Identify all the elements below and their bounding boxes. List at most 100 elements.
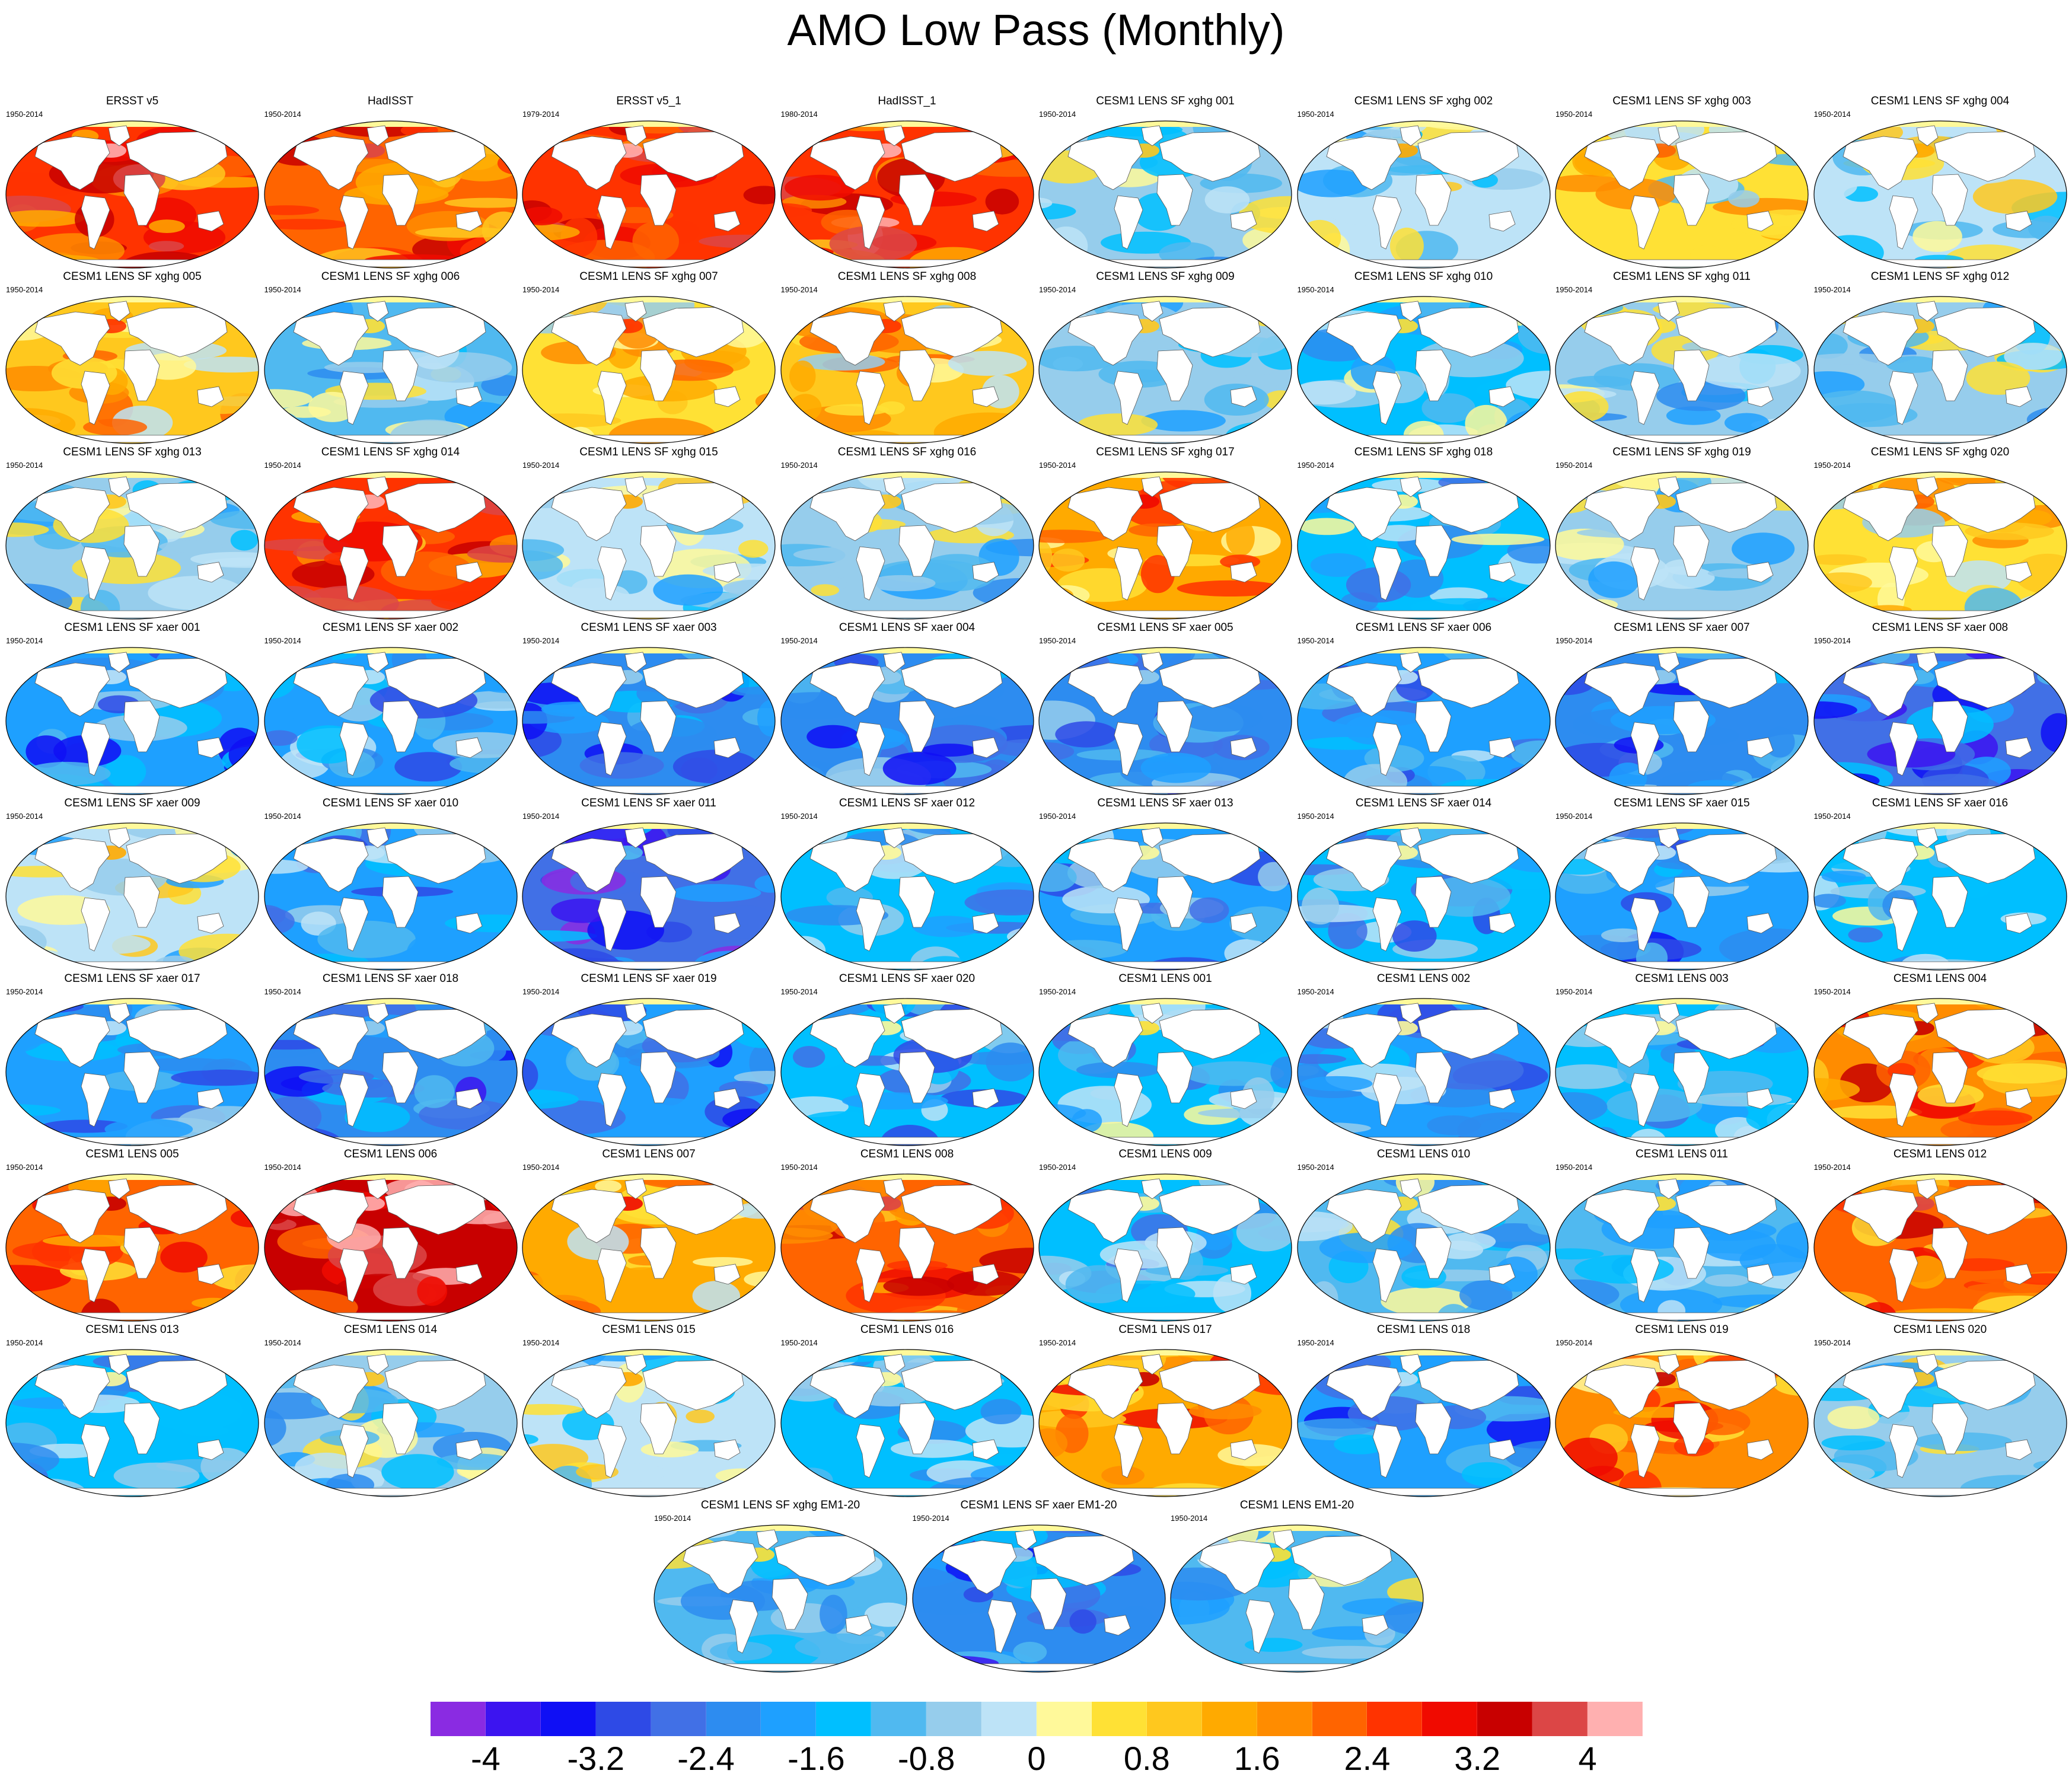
land-africa — [640, 525, 677, 577]
sst-anomaly-cell — [264, 205, 319, 215]
land-north-america — [1326, 838, 1401, 892]
land-australia — [1362, 1615, 1389, 1636]
sst-anomaly-cell — [1752, 879, 1808, 911]
polar-fringe — [1813, 1350, 2067, 1355]
sst-map — [263, 647, 518, 795]
land-australia — [455, 562, 482, 583]
land-south-america — [856, 1248, 885, 1303]
sst-anomaly-cell — [882, 752, 956, 785]
land-greenland — [624, 301, 647, 322]
land-australia — [2005, 1088, 2032, 1109]
panel-title: CESM1 LENS SF xghg 010 — [1354, 270, 1493, 283]
panel-period: 1950-2014 — [1297, 1163, 1334, 1172]
sst-anomaly-cell — [1451, 533, 1544, 546]
polar-fringe — [264, 999, 517, 1004]
sst-map — [1296, 647, 1551, 795]
sst-map — [522, 647, 776, 795]
panel-title: CESM1 LENS 010 — [1376, 1148, 1471, 1160]
land-africa — [1156, 1402, 1193, 1454]
land-australia — [1746, 562, 1774, 583]
land-south-america — [597, 546, 627, 601]
land-africa — [1415, 1051, 1451, 1103]
sst-map — [1555, 647, 1809, 795]
panel-title: CESM1 LENS SF xaer 017 — [64, 972, 200, 985]
land-south-america — [1889, 722, 1918, 776]
land-south-america — [339, 195, 368, 250]
sst-anomaly-cell — [1076, 1061, 1161, 1079]
colorbar-box — [761, 1702, 817, 1736]
land-north-america — [34, 136, 110, 190]
sst-anomaly-cell — [522, 1058, 538, 1093]
sst-anomaly-cell — [632, 221, 679, 261]
land-greenland — [108, 827, 130, 848]
sst-anomaly-cell — [1337, 1667, 1367, 1672]
sst-anomaly-cell — [1728, 190, 1759, 208]
sst-anomaly-cell — [149, 219, 185, 233]
sst-anomaly-cell — [6, 1484, 33, 1495]
panel-title: CESM1 LENS SF xghg 014 — [321, 446, 460, 458]
map-panel: CESM1 LENS SF xghg 009 1950-2014 — [1037, 270, 1293, 446]
sst-map — [5, 120, 259, 269]
sst-anomaly-cell — [980, 472, 1024, 479]
polar-fringe — [1039, 1350, 1292, 1355]
polar-fringe — [1555, 1350, 1808, 1355]
land-north-america — [1067, 1189, 1143, 1243]
sst-anomaly-cell — [1813, 170, 1857, 203]
sst-map — [1038, 1349, 1292, 1497]
panel-period: 1950-2014 — [522, 1338, 560, 1347]
land-greenland — [1400, 652, 1421, 673]
map-border — [1555, 120, 1809, 269]
panel-period: 1950-2014 — [6, 110, 43, 119]
land-africa — [640, 1227, 677, 1279]
sst-anomaly-cell — [686, 1409, 715, 1424]
land-south-america — [1889, 195, 1918, 250]
sst-anomaly-cell — [1297, 381, 1356, 405]
sst-anomaly-cell — [522, 1403, 583, 1415]
map-border — [1038, 1349, 1292, 1497]
panel-period: 1950-2014 — [264, 636, 301, 645]
land-greenland — [1657, 125, 1680, 146]
land-africa — [898, 174, 935, 226]
sst-map — [522, 1349, 776, 1497]
sst-anomaly-cell — [1224, 939, 1271, 968]
land-australia — [197, 1439, 224, 1460]
sst-anomaly-cell — [522, 823, 581, 833]
land-australia — [713, 562, 741, 583]
panel-period: 1950-2014 — [264, 1338, 301, 1347]
land-north-america — [941, 1540, 1016, 1594]
polar-fringe — [780, 296, 1034, 302]
sst-anomaly-cell — [1469, 296, 1538, 304]
sst-map — [5, 822, 259, 971]
land-australia — [1230, 1439, 1257, 1460]
land-greenland — [1141, 652, 1163, 673]
map-border — [1813, 1173, 2067, 1322]
sst-anomaly-cell — [2035, 1482, 2067, 1497]
panel-period: 1950-2014 — [1555, 812, 1593, 821]
land-africa — [898, 349, 935, 401]
map-panel: CESM1 LENS 009 1950-2014 — [1037, 1148, 1293, 1323]
land-south-america — [856, 546, 885, 601]
map-panel: CESM1 LENS SF xghg 017 1950-2014 — [1037, 446, 1293, 621]
map-border — [1038, 120, 1292, 269]
sst-anomaly-cell — [1813, 554, 1867, 565]
sst-anomaly-cell — [784, 174, 856, 201]
land-greenland — [1916, 1354, 1938, 1375]
sst-anomaly-cell — [810, 584, 839, 596]
panel-title: CESM1 LENS SF xghg 017 — [1096, 446, 1235, 458]
sst-map — [1813, 1349, 2067, 1497]
land-greenland — [1657, 1178, 1680, 1200]
sst-anomaly-cell — [204, 959, 259, 970]
panel-title: CESM1 LENS SF xghg 006 — [321, 270, 460, 283]
land-north-america — [551, 838, 627, 892]
land-africa — [1415, 349, 1451, 401]
sst-anomaly-cell — [1555, 1092, 1608, 1122]
polar-fringe — [522, 647, 775, 653]
sst-anomaly-cell — [225, 835, 259, 846]
land-africa — [1156, 349, 1193, 401]
land-australia — [455, 1088, 482, 1109]
sst-anomaly-cell — [985, 1042, 1034, 1082]
land-africa — [640, 1402, 677, 1454]
sst-anomaly-cell — [444, 197, 517, 208]
sst-map — [5, 471, 259, 620]
map-panel: CESM1 LENS SF xghg 011 1950-2014 — [1554, 270, 1810, 446]
